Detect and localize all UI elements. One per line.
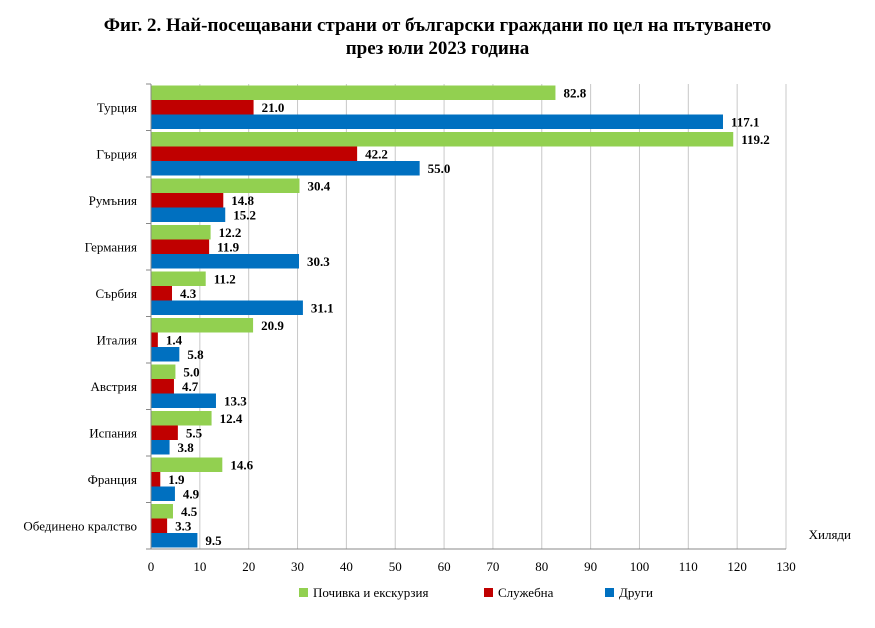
x-tick-label-90: 90 [584,559,597,574]
x-tick-label-120: 120 [727,559,747,574]
bar-1-3 [151,178,300,193]
bar-2-10 [151,518,168,533]
bar-3-2 [151,161,420,176]
data-label-2-7: 4.7 [182,379,199,394]
bar-3-6 [151,347,180,362]
bar-3-1 [151,114,723,129]
bar-1-6 [151,318,254,333]
bar-1-9 [151,457,223,472]
bar-2-6 [151,332,158,347]
data-label-3-4: 30.3 [307,254,330,269]
category-label-7: Австрия [91,379,138,394]
bar-2-9 [151,472,161,487]
bar-2-3 [151,193,224,208]
data-label-1-9: 14.6 [230,457,253,472]
unit-label: Хиляди [809,527,851,542]
x-tick-label-50: 50 [389,559,402,574]
data-label-2-9: 1.9 [168,472,185,487]
data-label-3-1: 117.1 [731,114,760,129]
data-label-2-2: 42.2 [365,146,388,161]
category-label-8: Испания [89,425,137,440]
x-tick-label-110: 110 [679,559,698,574]
bar-1-7 [151,364,176,379]
category-label-10: Обединено кралство [23,518,137,533]
x-tick-label-80: 80 [535,559,548,574]
bar-2-8 [151,425,178,440]
data-label-1-3: 30.4 [307,178,330,193]
x-tick-label-40: 40 [340,559,353,574]
data-label-2-6: 1.4 [166,332,183,347]
data-label-3-3: 15.2 [233,207,256,222]
bar-3-7 [151,393,216,408]
data-label-2-1: 21.0 [262,100,285,115]
bar-2-1 [151,100,254,115]
legend-label-2: Служебна [498,585,554,600]
bar-2-5 [151,286,173,301]
bar-3-3 [151,207,226,222]
data-label-2-10: 3.3 [175,518,192,533]
category-label-5: Сърбия [96,286,137,301]
data-label-1-7: 5.0 [183,364,199,379]
x-tick-label-70: 70 [486,559,499,574]
bar-1-5 [151,271,206,286]
chart-title-line-1: Фиг. 2. Най-посещавани страни от българс… [103,15,772,36]
x-tick-label-20: 20 [242,559,255,574]
data-label-3-2: 55.0 [428,161,451,176]
category-label-1: Турция [97,100,137,115]
legend-swatch-1 [299,588,308,597]
data-label-3-10: 9.5 [205,533,222,548]
x-tick-label-10: 10 [193,559,206,574]
legend-label-1: Почивка и екскурзия [313,585,428,600]
bar-2-4 [151,239,210,254]
data-label-3-6: 5.8 [187,347,204,362]
bar-3-4 [151,254,300,269]
data-label-1-1: 82.8 [563,85,586,100]
data-label-1-10: 4.5 [181,504,198,519]
data-label-3-7: 13.3 [224,393,247,408]
bar-3-8 [151,440,170,455]
legend-swatch-3 [605,588,614,597]
x-tick-label-0: 0 [148,559,155,574]
data-label-3-5: 31.1 [311,300,334,315]
data-label-1-2: 119.2 [741,132,770,147]
data-label-1-5: 11.2 [214,271,236,286]
legend-label-3: Други [619,585,653,600]
bar-3-10 [151,533,198,548]
bar-3-9 [151,486,175,501]
bar-1-10 [151,504,173,519]
category-label-3: Румъния [89,193,137,208]
bar-3-5 [151,300,303,315]
data-label-2-8: 5.5 [186,425,203,440]
category-label-9: Франция [88,472,137,487]
category-label-2: Гърция [96,146,137,161]
x-tick-label-100: 100 [630,559,650,574]
data-label-1-8: 12.4 [220,411,243,426]
data-label-1-6: 20.9 [261,318,284,333]
category-label-6: Италия [96,332,137,347]
category-label-4: Германия [85,239,137,254]
data-label-3-8: 3.8 [178,440,195,455]
data-label-2-3: 14.8 [231,193,254,208]
x-tick-label-60: 60 [438,559,451,574]
data-label-2-4: 11.9 [217,239,240,254]
bar-1-2 [151,132,734,147]
chart-title-line-2: през юли 2023 година [345,38,530,59]
bar-1-8 [151,411,212,426]
bar-2-2 [151,146,358,161]
legend-swatch-2 [484,588,493,597]
x-tick-label-130: 130 [776,559,796,574]
x-tick-label-30: 30 [291,559,304,574]
data-label-2-5: 4.3 [180,286,197,301]
data-label-3-9: 4.9 [183,486,200,501]
chart-title: Фиг. 2. Най-посещавани страни от българс… [0,14,875,60]
bar-2-7 [151,379,174,394]
bar-1-4 [151,225,211,240]
data-label-1-4: 12.2 [219,225,242,240]
bar-1-1 [151,85,556,100]
